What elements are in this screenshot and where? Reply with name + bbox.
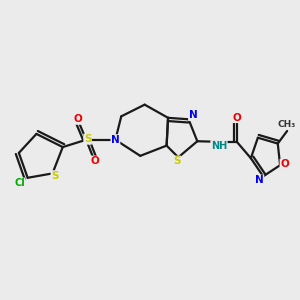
Text: N: N (189, 110, 197, 121)
Text: O: O (91, 156, 99, 166)
Text: S: S (51, 171, 59, 181)
Text: CH₃: CH₃ (278, 120, 296, 129)
Text: N: N (255, 175, 264, 185)
Text: O: O (232, 112, 241, 122)
Text: O: O (280, 159, 289, 169)
Text: NH: NH (211, 141, 227, 151)
Text: Cl: Cl (14, 178, 25, 188)
Text: S: S (84, 134, 92, 144)
Text: N: N (111, 135, 120, 145)
Text: O: O (74, 114, 82, 124)
Text: S: S (173, 156, 181, 166)
